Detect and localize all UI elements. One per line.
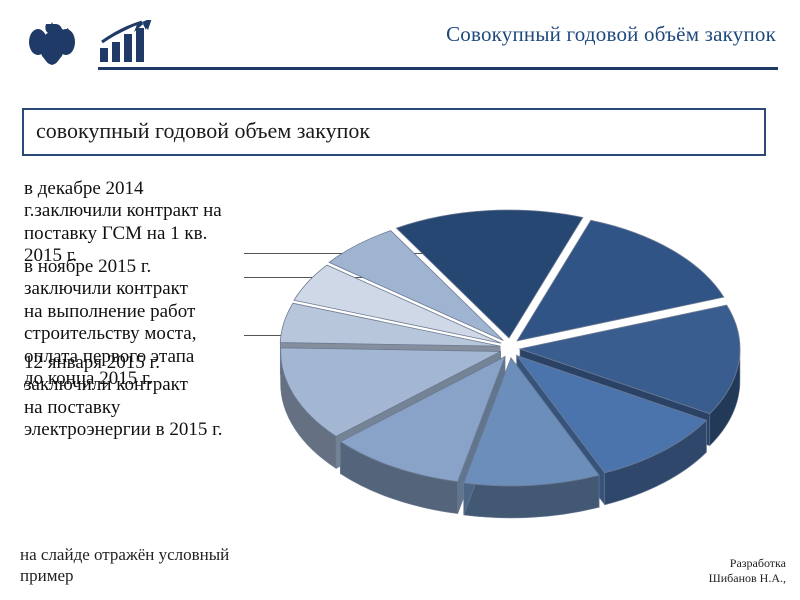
header: Совокупный годовой объём закупок [20,14,780,70]
bar-chart-arrow-icon [98,20,154,64]
footnote-right-l2: Шибанов Н.А., [709,571,786,585]
annotation-line: в ноябре 2015 г. [24,256,242,278]
pie-chart [250,190,770,520]
annotation-line: строительству моста, [24,323,242,345]
annotation-line: 12 января 2015 г. [24,352,254,374]
page-title: Совокупный годовой объём закупок [446,22,776,47]
footnote-left-l1: на слайде отражён условный [20,545,229,564]
annotation-line: в декабре 2014 [24,178,242,200]
annotation-line: г.заключили контракт на [24,200,242,222]
footnote-right: Разработка Шибанов Н.А., [709,556,786,586]
slide: Совокупный годовой объём закупок совокуп… [0,0,800,600]
annotation-line: на поставку [24,397,254,419]
subtitle-box: совокупный годовой объем закупок [22,108,766,156]
annotation: 12 января 2015 г.заключили контрактна по… [24,352,254,442]
title-underline [98,67,778,70]
footnote-right-l1: Разработка [730,556,786,570]
annotation: в декабре 2014г.заключили контракт напос… [24,178,242,268]
annotation-line: заключили контракт [24,374,254,396]
eagle-emblem-icon [20,18,84,66]
footnote-left: на слайде отражён условный пример [20,545,229,586]
annotation-line: заключили контракт [24,278,242,300]
annotation-line: электроэнергии в 2015 г. [24,419,254,441]
annotation-line: поставку ГСМ на 1 кв. [24,223,242,245]
footnote-left-l2: пример [20,566,74,585]
annotation-line: на выполнение работ [24,301,242,323]
